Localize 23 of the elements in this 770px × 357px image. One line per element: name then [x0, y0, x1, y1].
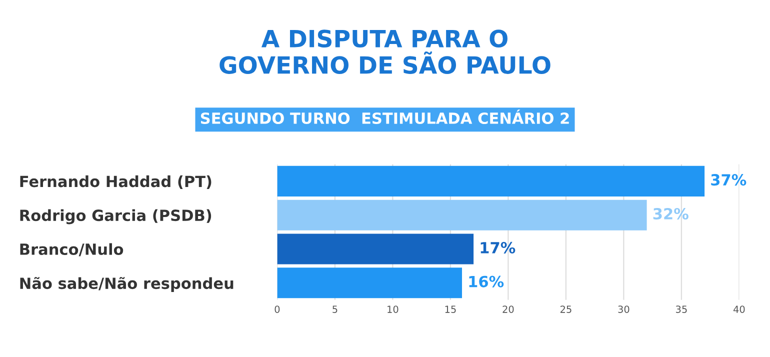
- bar: [277, 200, 647, 230]
- x-tick-label: 25: [560, 306, 572, 313]
- data-label: 17%: [480, 242, 516, 254]
- x-tick-label: 30: [618, 306, 630, 313]
- x-tick-label: 5: [332, 306, 338, 313]
- data-label: 16%: [469, 276, 504, 288]
- bar: [277, 166, 705, 196]
- x-tick-label: 40: [733, 306, 745, 313]
- chart-title: A DISPUTA PARA O GOVERNO DE SÃO PAULO: [220, 30, 550, 74]
- bar: [277, 234, 474, 264]
- y-tick-label: Fernando Haddad (PT): [20, 175, 212, 189]
- data-label: 32%: [653, 208, 688, 220]
- x-tick-label: 0: [274, 306, 280, 313]
- x-tick-label: 15: [445, 306, 456, 313]
- x-tick-label: 20: [502, 306, 514, 313]
- y-tick-label: Não sabe/Não respondeu: [20, 276, 234, 292]
- x-tick-label: 10: [388, 306, 398, 313]
- x-tick-label: 35: [676, 306, 687, 313]
- y-tick-label: Branco/Nulo: [20, 243, 124, 256]
- chart-subtitle: SEGUNDO TURNO ESTIMULADA CENÁRIO 2: [200, 110, 569, 124]
- bar: [277, 268, 462, 298]
- y-tick-label: Rodrigo Garcia (PSDB): [20, 209, 212, 224]
- data-label: 37%: [711, 174, 746, 186]
